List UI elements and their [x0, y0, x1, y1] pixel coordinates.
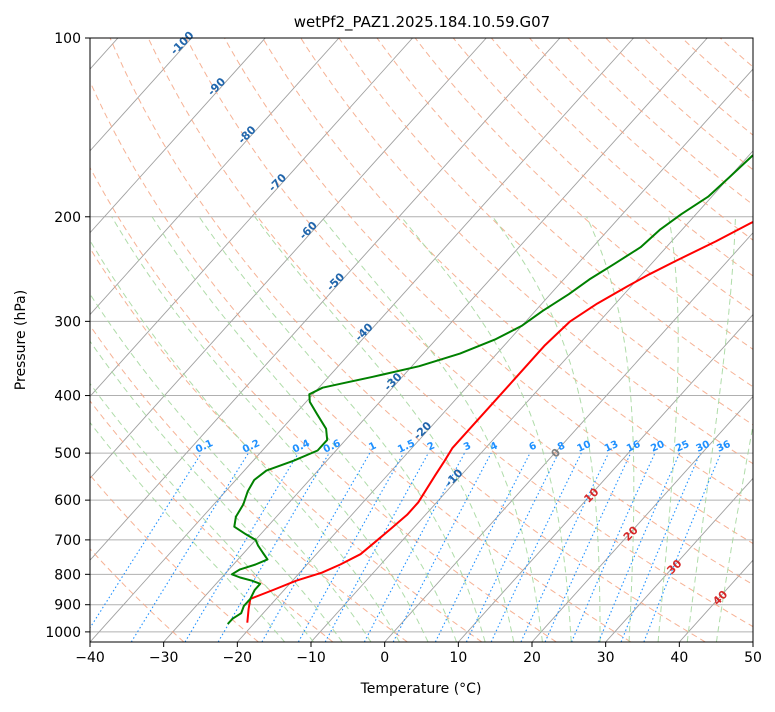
- mixing-ratio-label: 16: [625, 439, 642, 455]
- x-tick-label: −10: [296, 650, 326, 666]
- dry-adiabat: [301, 38, 775, 642]
- x-axis-label: Temperature (°C): [360, 681, 482, 697]
- isotherm-label: -70: [266, 171, 289, 194]
- dry-adiabat: [644, 38, 775, 642]
- dry-adiabat: [415, 38, 775, 642]
- isotherm-label: -90: [205, 75, 228, 98]
- isotherm-line: [532, 38, 775, 642]
- x-tick-label: 40: [670, 650, 688, 666]
- dry-adiabat: [530, 38, 775, 642]
- mixing-ratio-line: [521, 453, 609, 642]
- dry-adiabat: [453, 38, 775, 642]
- mixing-ratio-line: [298, 453, 403, 642]
- dry-adiabat: [720, 38, 775, 642]
- y-tick-label: 200: [54, 210, 81, 226]
- isotherm-label: -50: [324, 270, 347, 293]
- dry-adiabat: [0, 38, 407, 642]
- mixing-ratio-label: 6: [527, 440, 538, 453]
- moist-adiabat: [687, 217, 735, 642]
- x-tick-label: 30: [597, 650, 615, 666]
- dry-adiabat: [0, 38, 333, 642]
- x-tick-label: −20: [223, 650, 253, 666]
- x-tick-label: 0: [380, 650, 389, 666]
- isotherm-line: [753, 38, 775, 642]
- mixing-ratio-label: 3: [462, 440, 473, 453]
- mixing-ratio-label: 13: [603, 439, 620, 455]
- y-tick-label: 300: [54, 314, 81, 330]
- mixing-ratio-line: [572, 453, 655, 642]
- background-lines: [0, 38, 775, 642]
- x-tick-label: −40: [75, 650, 105, 666]
- y-tick-label: 600: [54, 493, 81, 509]
- y-axis-label: Pressure (hPa): [13, 290, 29, 390]
- mixing-ratio-label: 1: [367, 440, 378, 453]
- dry-adiabat: [225, 38, 775, 642]
- moist-adiabat: [0, 217, 314, 642]
- sounding-series: [228, 38, 775, 624]
- y-tick-label: 100: [54, 31, 81, 47]
- mixing-ratio-label: 20: [649, 439, 666, 455]
- axes: −40 −30 −20 −10 0 10 20 30 40 50 100 200 300 400 500 60…: [45, 31, 762, 666]
- isotherm-line: [0, 38, 265, 642]
- mixing-ratio-label: 2: [426, 440, 437, 453]
- mixing-ratio-label: 4: [489, 440, 500, 453]
- mixing-ratio-line: [325, 453, 428, 642]
- dry-adiabat: [758, 38, 775, 642]
- isotherm-label: -10: [442, 466, 465, 489]
- x-tick-label: 50: [744, 650, 762, 666]
- y-tick-label: 800: [54, 567, 81, 583]
- dry-adiabat: [682, 38, 775, 642]
- isotherm-label: -100: [168, 29, 197, 58]
- y-tick-label: 500: [54, 446, 81, 462]
- dry-adiabat: [72, 38, 631, 642]
- mixing-ratio-line: [644, 453, 721, 642]
- mixing-ratio-label: 25: [674, 439, 691, 455]
- moist-adiabat: [112, 217, 428, 642]
- y-tick-label: 700: [54, 533, 81, 549]
- x-tick-label: −30: [149, 650, 179, 666]
- moist-adiabat: [716, 217, 775, 642]
- moist-adiabat: [658, 217, 678, 642]
- moist-adiabat: [255, 217, 514, 642]
- x-tick-label: 10: [449, 650, 467, 666]
- mixing-ratio-label: 30: [694, 439, 711, 455]
- plot-frame: [90, 38, 753, 642]
- y-tick-label: 1000: [45, 625, 81, 641]
- chart-title: wetPf2_PAZ1.2025.184.10.59.G07: [294, 13, 550, 32]
- isotherm-label: -80: [235, 123, 258, 146]
- dewpoint-line: [228, 38, 775, 624]
- dry-adiabat: [0, 38, 258, 642]
- isotherm-label: -60: [297, 219, 320, 242]
- y-tick-label: 900: [54, 598, 81, 614]
- plot-area: [0, 38, 775, 642]
- mixing-ratio-line: [491, 453, 581, 642]
- isotherm-label: -20: [411, 419, 434, 442]
- y-tick-label: 400: [54, 389, 81, 405]
- mixing-ratio-line: [466, 453, 558, 642]
- moist-adiabat: [587, 217, 634, 642]
- isotherm-line: [458, 38, 775, 642]
- isotherm-line: [679, 38, 775, 642]
- isotherm-line: [16, 38, 560, 642]
- isotherm-line: [237, 38, 775, 642]
- dry-adiabat: [0, 38, 482, 642]
- mixing-ratio-line: [81, 453, 201, 642]
- isotherm-line: [311, 38, 775, 642]
- mixing-ratio-line: [599, 453, 680, 642]
- x-tick-label: 20: [523, 650, 541, 666]
